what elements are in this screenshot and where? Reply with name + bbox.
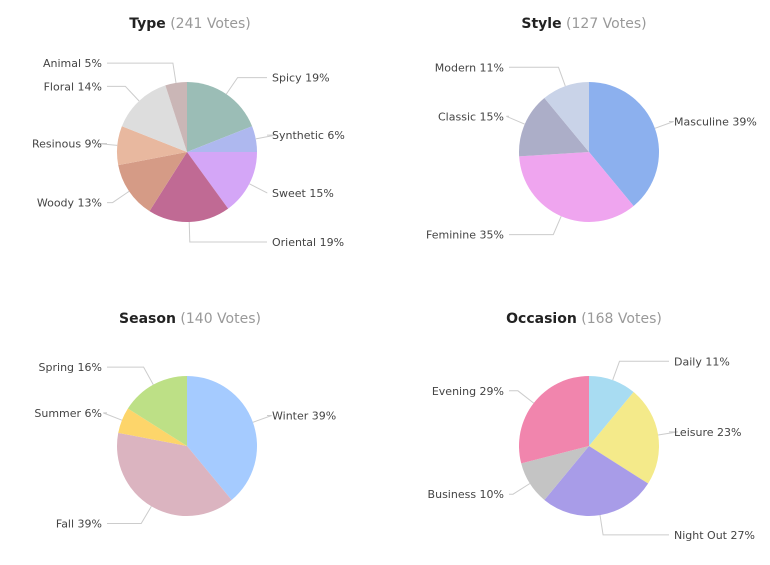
- slice-label-synthetic: Synthetic 6%: [272, 129, 345, 142]
- leader-line-classic: [506, 115, 525, 125]
- slice-label-sweet: Sweet 15%: [272, 187, 334, 200]
- pie-slice-floral: [121, 85, 187, 152]
- slice-label-oriental: Oriental 19%: [272, 236, 344, 249]
- pie-slice-night-out: [544, 446, 649, 517]
- pie-slice-fall: [116, 432, 232, 517]
- slice-label-resinous: Resinous 9%: [32, 138, 102, 151]
- chart-title-text: Style: [521, 16, 562, 32]
- votes-count: (140 Votes): [180, 311, 261, 327]
- leader-line-spicy: [225, 77, 267, 95]
- slice-label-modern: Modern 11%: [435, 61, 504, 74]
- chart-title: Season (140 Votes): [0, 311, 380, 327]
- slice-label-spring: Spring 16%: [39, 361, 102, 374]
- slice-label-night-out: Night Out 27%: [674, 529, 755, 542]
- leader-line-animal: [107, 62, 177, 83]
- leader-line-floral: [107, 85, 140, 102]
- slice-label-business: Business 10%: [428, 488, 504, 501]
- pie-slice-masculine: [589, 82, 660, 206]
- leader-line-masculine: [654, 121, 674, 129]
- pie-plot-season: Winter 39% Fall 39% Summer 6% Spring 16%: [34, 361, 336, 531]
- pie-chart-occasion: Occasion (168 Votes) Daily 11% Leisure 23…: [398, 295, 770, 561]
- chart-title-text: Season: [119, 311, 176, 327]
- leader-line-spring: [107, 366, 154, 385]
- leader-line-daily: [612, 360, 669, 381]
- slice-label-spicy: Spicy 19%: [272, 72, 330, 85]
- pie-chart-type: Type (241 Votes) Spicy 19% Synthetic 6% Sw…: [0, 0, 380, 280]
- leader-line-oriental: [188, 221, 267, 243]
- leader-line-winter: [252, 415, 272, 423]
- pie-slice-modern: [544, 82, 589, 152]
- pie-slice-spicy: [187, 82, 253, 152]
- leader-line-evening: [509, 390, 535, 404]
- pie-slice-feminine: [519, 152, 634, 223]
- chart-title: Style (127 Votes): [398, 16, 770, 32]
- leader-line-modern: [509, 66, 566, 87]
- pie-slice-classic: [519, 98, 589, 157]
- pie-slice-leisure: [589, 392, 660, 484]
- slice-label-animal: Animal 5%: [43, 57, 102, 70]
- leader-line-leisure: [658, 431, 678, 436]
- slice-label-daily: Daily 11%: [674, 355, 730, 368]
- chart-title-text: Type: [129, 16, 166, 32]
- pie-slice-summer: [118, 408, 187, 446]
- leader-line-woody: [107, 190, 130, 204]
- leader-line-feminine: [509, 216, 562, 236]
- pie-chart-style: Style (127 Votes) Masculine 39% Feminine …: [398, 0, 770, 280]
- pie-slice-synthetic: [187, 126, 257, 152]
- pie-plot-type: Spicy 19% Synthetic 6% Sweet 15% Oriental 1…: [32, 57, 345, 249]
- pie-slice-evening: [519, 376, 589, 464]
- leader-line-business: [509, 483, 531, 495]
- pie-slice-spring: [127, 376, 187, 446]
- leader-line-summer: [103, 412, 123, 421]
- slice-label-winter: Winter 39%: [272, 410, 336, 423]
- slice-label-leisure: Leisure 23%: [674, 426, 741, 439]
- slice-label-classic: Classic 15%: [438, 110, 504, 123]
- slice-label-summer: Summer 6%: [34, 407, 102, 420]
- slice-label-woody: Woody 13%: [37, 197, 102, 210]
- pie-slice-woody: [118, 152, 187, 212]
- pie-slice-animal: [165, 82, 187, 152]
- pie-plot-style: Masculine 39% Feminine 35% Classic 15% Mode…: [426, 61, 757, 242]
- pie-slice-winter: [187, 376, 258, 500]
- pie-plot-occasion: Daily 11% Leisure 23% Night Out 27% Busines…: [428, 355, 755, 542]
- slice-label-floral: Floral 14%: [44, 80, 102, 93]
- leader-line-night-out: [599, 515, 669, 536]
- chart-title: Occasion (168 Votes): [398, 311, 770, 327]
- slice-label-feminine: Feminine 35%: [426, 229, 504, 242]
- pie-slice-resinous: [117, 126, 187, 166]
- slice-label-masculine: Masculine 39%: [674, 116, 757, 129]
- votes-count: (241 Votes): [170, 16, 251, 32]
- votes-count: (168 Votes): [581, 311, 662, 327]
- chart-title-text: Occasion: [506, 311, 577, 327]
- leader-line-resinous: [97, 143, 118, 146]
- leader-line-synthetic: [255, 134, 276, 140]
- leader-line-fall: [107, 506, 152, 524]
- pie-slice-daily: [589, 376, 634, 446]
- pie-slice-sweet: [187, 152, 257, 209]
- votes-count: (127 Votes): [566, 16, 647, 32]
- slice-label-evening: Evening 29%: [432, 385, 504, 398]
- pie-chart-season: Season (140 Votes) Winter 39% Fall 39% Sum…: [0, 295, 380, 561]
- pie-slice-business: [521, 446, 589, 500]
- leader-line-sweet: [249, 183, 268, 194]
- slice-label-fall: Fall 39%: [56, 518, 102, 531]
- pie-slice-oriental: [149, 152, 229, 222]
- chart-title: Type (241 Votes): [0, 16, 380, 32]
